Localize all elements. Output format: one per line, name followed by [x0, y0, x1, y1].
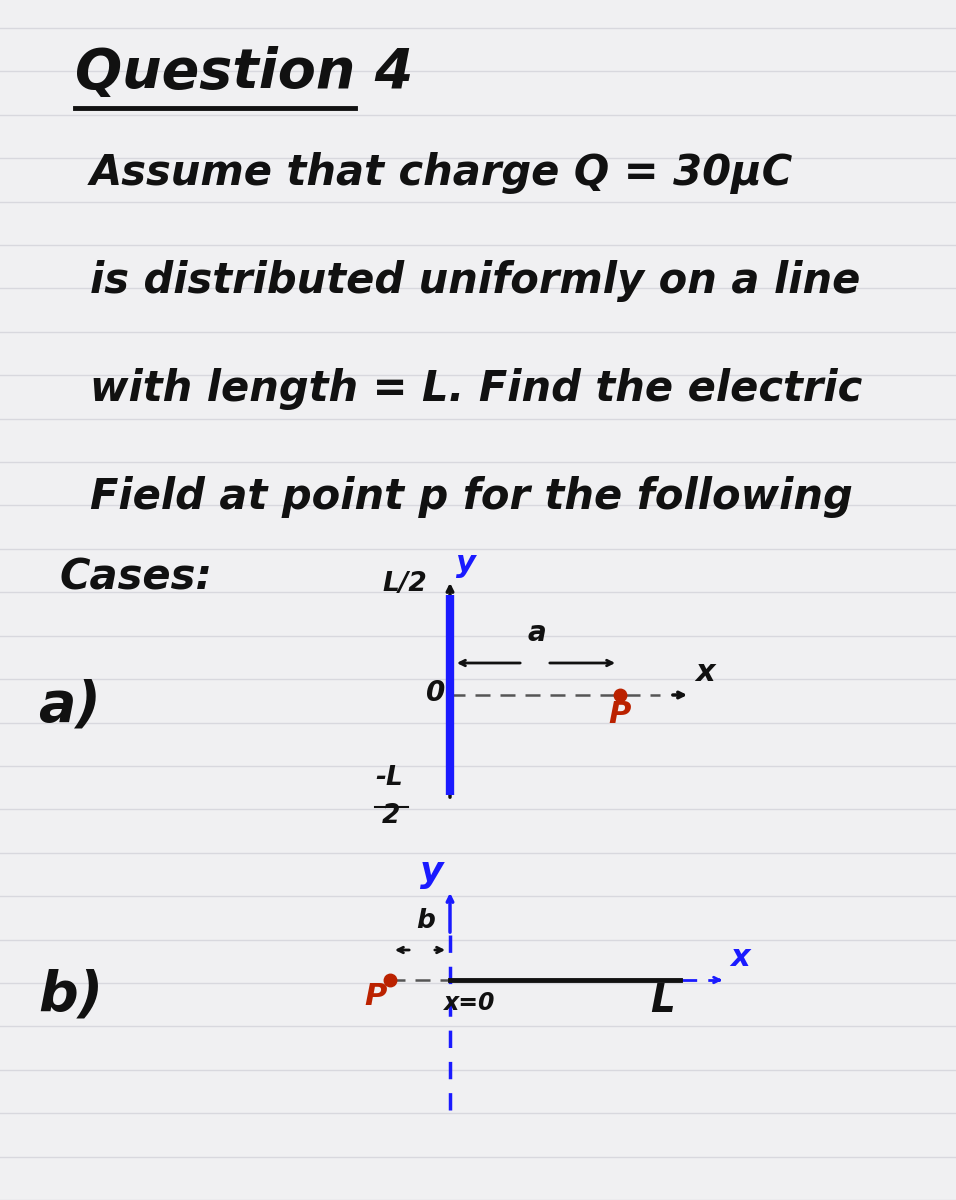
Text: Cases:: Cases: — [60, 557, 213, 599]
Text: Field at point p for the following: Field at point p for the following — [90, 476, 853, 518]
Text: y: y — [420, 854, 444, 889]
Text: -L: -L — [375, 766, 402, 791]
Text: P: P — [364, 982, 386, 1010]
Text: y: y — [456, 550, 476, 578]
Text: L/2: L/2 — [382, 571, 426, 596]
Text: with length = L. Find the electric: with length = L. Find the electric — [90, 368, 862, 410]
Text: b): b) — [38, 968, 103, 1022]
Text: Assume that charge Q = 30μC: Assume that charge Q = 30μC — [90, 152, 793, 194]
Text: Question 4: Question 4 — [75, 46, 413, 100]
Text: L: L — [650, 982, 675, 1020]
Text: x: x — [695, 658, 715, 686]
Text: 2: 2 — [382, 803, 401, 829]
Text: x=0: x=0 — [444, 991, 495, 1015]
Text: a): a) — [38, 678, 101, 732]
Text: x: x — [730, 943, 750, 972]
Text: P: P — [608, 700, 630, 728]
Text: is distributed uniformly on a line: is distributed uniformly on a line — [90, 260, 860, 302]
Text: a: a — [528, 619, 547, 647]
Text: b: b — [416, 908, 435, 934]
Text: 0: 0 — [426, 679, 445, 707]
